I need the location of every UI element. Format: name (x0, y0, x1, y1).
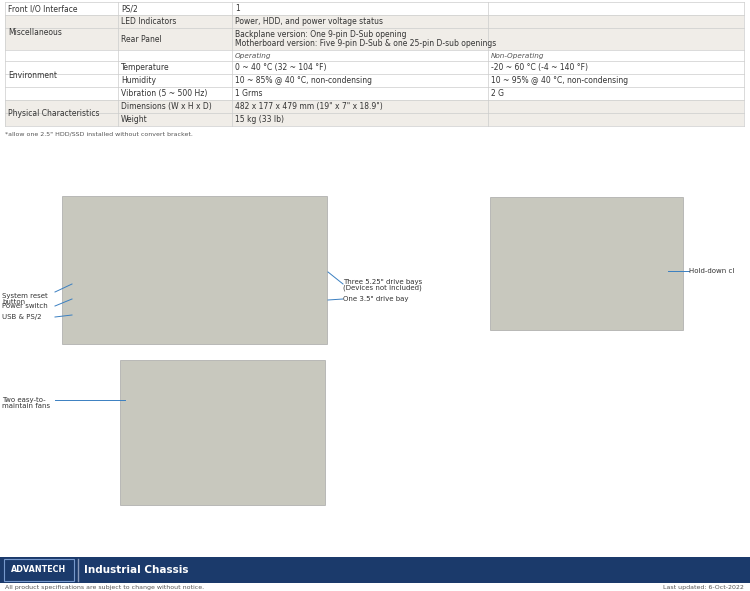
Text: 0 ~ 40 °C (32 ~ 104 °F): 0 ~ 40 °C (32 ~ 104 °F) (235, 63, 326, 72)
Text: 2 G: 2 G (491, 89, 504, 98)
Text: LED Indicators: LED Indicators (121, 17, 176, 26)
Text: Humidity: Humidity (121, 76, 156, 85)
Text: Environment: Environment (8, 70, 57, 80)
Bar (5, 61, 744, 74)
Text: Hold-down cl: Hold-down cl (689, 268, 734, 274)
Text: (Devices not included): (Devices not included) (343, 285, 422, 291)
Text: 1 Grms: 1 Grms (235, 89, 262, 98)
Text: System reset: System reset (2, 293, 48, 299)
Text: Non-Operating: Non-Operating (491, 53, 544, 59)
Bar (62, 196, 327, 344)
Text: USB & PS/2: USB & PS/2 (2, 314, 41, 320)
Text: Last updated: 6-Oct-2022: Last updated: 6-Oct-2022 (663, 584, 744, 589)
Bar (5, 74, 744, 87)
Text: Backplane version: One 9-pin D-Sub opening: Backplane version: One 9-pin D-Sub openi… (235, 30, 406, 38)
Text: ADVANTECH: ADVANTECH (11, 566, 67, 574)
Text: 10 ~ 85% @ 40 °C, non-condensing: 10 ~ 85% @ 40 °C, non-condensing (235, 76, 372, 85)
Bar (5, 2, 744, 15)
Text: Dimensions (W x H x D): Dimensions (W x H x D) (121, 102, 211, 111)
Text: Power switch: Power switch (2, 303, 48, 309)
Text: *allow one 2.5" HDD/SSD installed without convert bracket.: *allow one 2.5" HDD/SSD installed withou… (5, 131, 193, 136)
Text: 1: 1 (235, 4, 240, 13)
Bar (5, 50, 118, 100)
Bar (120, 360, 325, 505)
Text: Front I/O Interface: Front I/O Interface (8, 4, 77, 13)
Text: 15 kg (33 lb): 15 kg (33 lb) (235, 115, 284, 124)
Text: 10 ~ 95% @ 40 °C, non-condensing: 10 ~ 95% @ 40 °C, non-condensing (491, 76, 628, 85)
Bar (5, 15, 744, 28)
Bar (5, 15, 118, 50)
Bar (5, 2, 118, 15)
Text: Operating: Operating (235, 53, 272, 59)
Text: Two easy-to-: Two easy-to- (2, 397, 46, 403)
Bar (490, 197, 683, 330)
Text: PS/2: PS/2 (121, 4, 138, 13)
Text: Vibration (5 ~ 500 Hz): Vibration (5 ~ 500 Hz) (121, 89, 207, 98)
Bar (5, 100, 744, 113)
Text: Temperature: Temperature (121, 63, 170, 72)
Text: All product specifications are subject to change without notice.: All product specifications are subject t… (5, 584, 204, 589)
Bar (4, 559, 74, 581)
Text: Industrial Chassis: Industrial Chassis (84, 565, 188, 575)
Bar (0, 557, 750, 583)
Bar (5, 113, 744, 126)
Text: One 3.5" drive bay: One 3.5" drive bay (343, 296, 409, 302)
Text: maintain fans: maintain fans (2, 403, 50, 409)
Bar (5, 87, 744, 100)
Text: 482 x 177 x 479 mm (19" x 7" x 18.9"): 482 x 177 x 479 mm (19" x 7" x 18.9") (235, 102, 382, 111)
Text: Motherboard version: Five 9-pin D-Sub & one 25-pin D-sub openings: Motherboard version: Five 9-pin D-Sub & … (235, 40, 496, 48)
Text: Weight: Weight (121, 115, 148, 124)
Text: button: button (2, 299, 26, 305)
Text: Physical Characteristics: Physical Characteristics (8, 109, 100, 118)
Text: Miscellaneous: Miscellaneous (8, 28, 62, 37)
Text: -20 ~ 60 °C (-4 ~ 140 °F): -20 ~ 60 °C (-4 ~ 140 °F) (491, 63, 588, 72)
Bar (5, 50, 744, 61)
Bar (5, 100, 118, 126)
Text: Three 5.25" drive bays: Three 5.25" drive bays (343, 279, 422, 285)
Text: Rear Panel: Rear Panel (121, 34, 162, 44)
Bar (5, 28, 744, 50)
Text: Power, HDD, and power voltage status: Power, HDD, and power voltage status (235, 17, 383, 26)
